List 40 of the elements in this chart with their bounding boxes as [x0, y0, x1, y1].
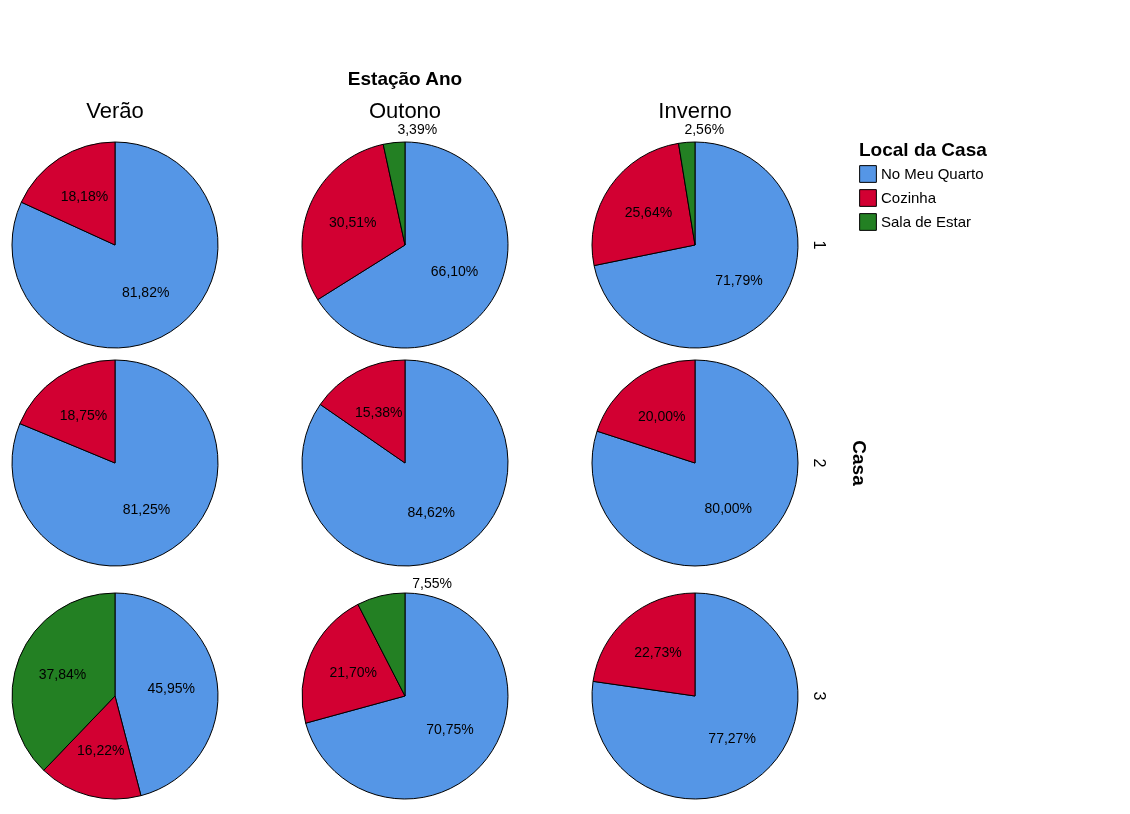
data-label: 81,82%	[121, 283, 170, 300]
data-label: 84,62%	[407, 504, 456, 521]
data-label: 16,22%	[76, 741, 125, 758]
data-label: 71,79%	[715, 271, 763, 288]
data-label: 22,73%	[634, 644, 682, 661]
data-label: 7,55%	[412, 574, 452, 591]
data-label: 3,39%	[397, 121, 438, 138]
chart-title: Outono	[368, 98, 442, 123]
text: 1	[811, 240, 828, 250]
data-label: 77,27%	[708, 729, 756, 746]
data-label: 2,56%	[684, 121, 725, 138]
data-label: 80,00%	[704, 499, 753, 516]
pie-slice	[591, 359, 799, 567]
pie-slice	[301, 359, 509, 567]
data-label: 70,75%	[426, 721, 474, 738]
legend-label: Sala de Estar	[881, 213, 972, 230]
data-label: 18,75%	[59, 406, 108, 423]
text: 3	[811, 691, 828, 701]
data-label: 21,70%	[329, 664, 377, 681]
pie-slice	[305, 592, 509, 800]
data-label: 45,95%	[147, 679, 195, 696]
text: Estação Ano	[347, 68, 463, 89]
data-label: 18,18%	[60, 188, 109, 205]
data-label: 25,64%	[624, 203, 673, 220]
data-label: 30,51%	[329, 213, 377, 230]
data-label: 37,84%	[38, 665, 87, 682]
legend-label: No Meu Quarto	[881, 165, 984, 182]
text: 2	[811, 458, 828, 468]
data-label: 15,38%	[354, 403, 403, 420]
data-label: 66,10%	[430, 263, 479, 280]
chart-title: Verão	[86, 98, 144, 123]
legend-title: Local da Casa	[859, 139, 988, 160]
pie-slice	[593, 141, 799, 349]
legend-label: Cozinha	[881, 189, 937, 206]
chart-title: Inverno	[658, 98, 732, 123]
data-label: 81,25%	[122, 501, 171, 518]
text: Casa	[849, 440, 870, 487]
pie-slice	[11, 359, 219, 567]
pie-slice	[591, 592, 799, 800]
data-label: 20,00%	[637, 408, 686, 425]
